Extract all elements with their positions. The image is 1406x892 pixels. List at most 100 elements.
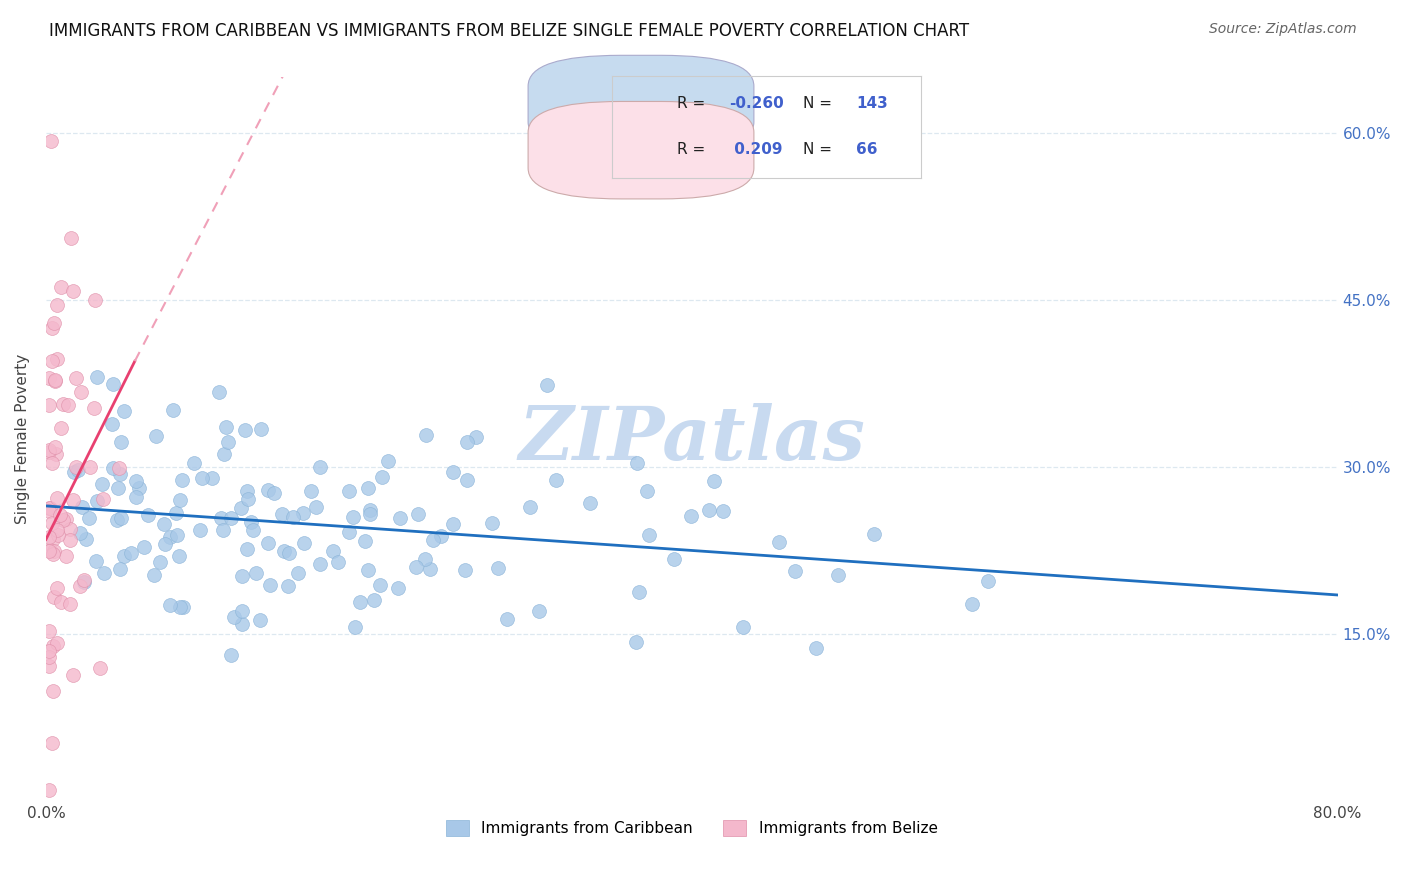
Point [342, 510, 364, 524]
Point [112, 549, 135, 564]
Point [170, 473, 193, 487]
Text: ZIPatlas: ZIPatlas [519, 403, 865, 475]
Point [169, 493, 191, 508]
Point [48, 508, 70, 522]
Point [231, 569, 253, 583]
Point [120, 546, 142, 560]
Point [124, 491, 146, 505]
Point [166, 506, 188, 520]
Point [277, 579, 299, 593]
Point [38, 650, 60, 665]
Point [415, 428, 437, 442]
Point [38, 782, 60, 797]
Point [91, 476, 114, 491]
FancyBboxPatch shape [529, 55, 754, 153]
Point [42, 316, 65, 330]
Point [42, 532, 65, 546]
Point [339, 525, 361, 540]
Point [136, 508, 159, 522]
Point [103, 377, 125, 392]
Point [257, 483, 280, 497]
Point [73, 573, 96, 587]
Point [110, 511, 132, 525]
Point [107, 481, 129, 495]
Point [250, 422, 273, 436]
Point [215, 420, 238, 434]
Point [239, 515, 262, 529]
Point [46, 581, 69, 595]
Point [277, 546, 299, 560]
Point [806, 640, 828, 655]
Point [59, 597, 82, 611]
Point [38, 500, 60, 515]
Point [69, 579, 91, 593]
Point [83, 293, 105, 308]
Point [79, 459, 101, 474]
Point [233, 424, 256, 438]
Point [49, 420, 72, 434]
Point [38, 530, 60, 544]
Point [38, 543, 60, 558]
Point [51, 595, 73, 609]
Point [544, 474, 567, 488]
Point [41, 321, 63, 335]
Text: 66: 66 [856, 142, 877, 157]
Point [263, 485, 285, 500]
Point [343, 620, 366, 634]
Point [125, 474, 148, 488]
Point [231, 500, 253, 515]
Point [65, 460, 87, 475]
Point [768, 534, 790, 549]
FancyBboxPatch shape [529, 102, 754, 199]
Point [309, 557, 332, 571]
Point [388, 511, 411, 525]
Point [454, 562, 477, 576]
Point [60, 231, 83, 245]
Point [69, 526, 91, 541]
Point [59, 533, 82, 548]
Point [162, 403, 184, 417]
Point [45, 352, 67, 367]
Point [637, 528, 659, 542]
Point [405, 560, 427, 574]
Point [38, 658, 60, 673]
Point [257, 536, 280, 550]
Point [481, 516, 503, 530]
Point [75, 532, 97, 546]
Point [67, 463, 90, 477]
Point [711, 504, 734, 518]
Text: IMMIGRANTS FROM CARIBBEAN VS IMMIGRANTS FROM BELIZE SINGLE FEMALE POVERTY CORREL: IMMIGRANTS FROM CARIBBEAN VS IMMIGRANTS … [49, 22, 969, 40]
Point [83, 401, 105, 415]
Point [304, 500, 326, 514]
Point [108, 561, 131, 575]
Point [188, 523, 211, 537]
Point [236, 492, 259, 507]
Point [172, 599, 194, 614]
Point [456, 473, 478, 487]
Point [38, 500, 60, 515]
Point [108, 460, 131, 475]
Point [42, 684, 65, 698]
Point [41, 354, 63, 368]
Point [419, 562, 441, 576]
Point [153, 516, 176, 531]
Point [201, 471, 224, 485]
Point [236, 541, 259, 556]
Point [44, 374, 66, 388]
Point [212, 447, 235, 461]
Point [41, 516, 63, 531]
Point [783, 564, 806, 578]
Point [41, 456, 63, 470]
Point [465, 430, 488, 444]
Point [322, 544, 344, 558]
Point [231, 604, 253, 618]
Point [183, 456, 205, 470]
Point [626, 456, 648, 470]
Point [149, 555, 172, 569]
Point [441, 465, 464, 479]
Point [86, 554, 108, 568]
Point [42, 547, 65, 561]
Point [105, 513, 128, 527]
Point [368, 578, 391, 592]
Point [91, 491, 114, 506]
